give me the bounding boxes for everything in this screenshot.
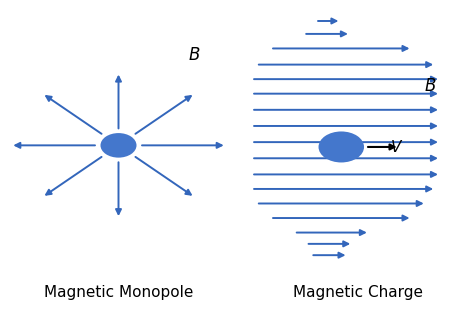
Text: B: B	[189, 46, 200, 64]
Circle shape	[100, 133, 137, 158]
Circle shape	[319, 131, 364, 162]
Text: Magnetic Charge: Magnetic Charge	[293, 286, 423, 300]
Text: V: V	[391, 140, 401, 155]
Text: Magnetic Monopole: Magnetic Monopole	[44, 286, 193, 300]
Text: B: B	[424, 77, 436, 95]
